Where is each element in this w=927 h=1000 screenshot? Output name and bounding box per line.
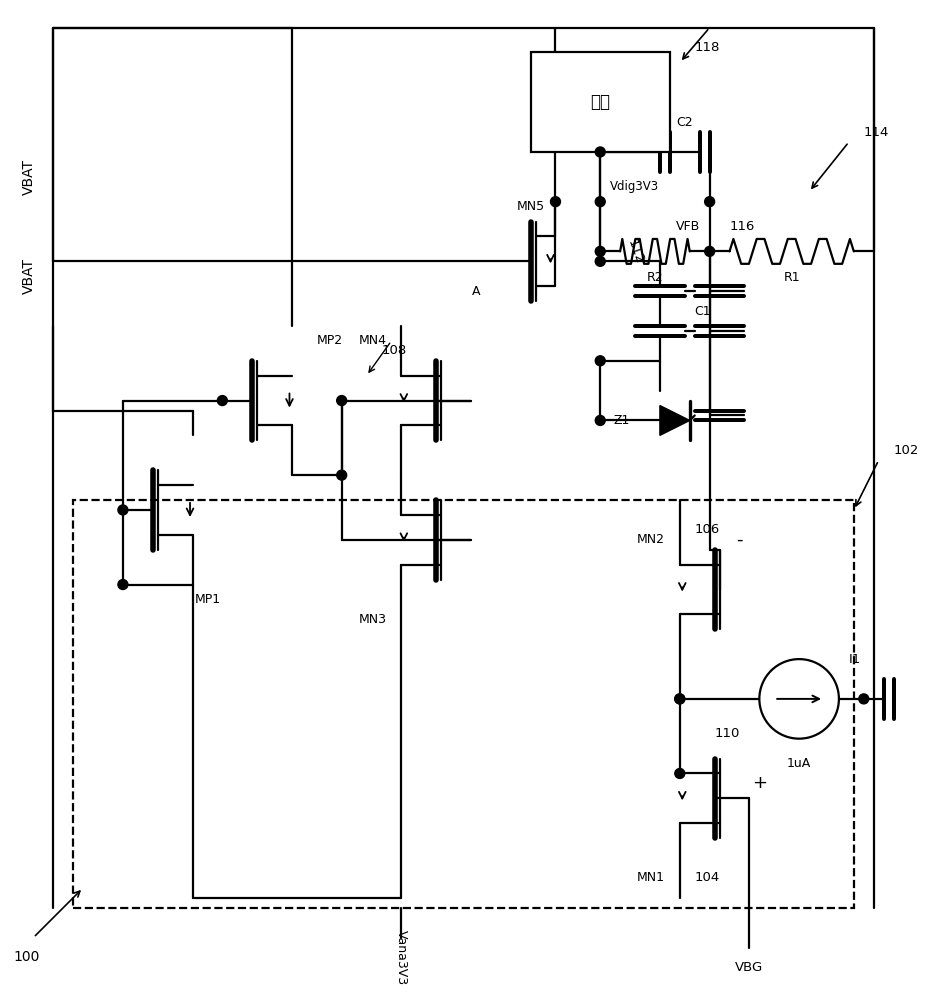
- Circle shape: [595, 356, 605, 366]
- Text: 104: 104: [694, 871, 720, 884]
- Circle shape: [675, 768, 685, 778]
- Text: MP1: MP1: [195, 593, 221, 606]
- Text: +: +: [752, 774, 767, 792]
- Circle shape: [595, 415, 605, 425]
- Text: MN3: MN3: [359, 613, 387, 626]
- Text: 116: 116: [730, 220, 755, 233]
- Circle shape: [595, 147, 605, 157]
- Text: 110: 110: [714, 727, 740, 740]
- Text: 118: 118: [694, 41, 720, 54]
- Text: MP2: MP2: [317, 334, 343, 347]
- Text: MN1: MN1: [637, 871, 665, 884]
- Circle shape: [337, 396, 347, 406]
- Text: 1uA: 1uA: [787, 757, 811, 770]
- Text: MN2: MN2: [637, 533, 665, 546]
- Text: C2: C2: [677, 116, 693, 129]
- Text: A: A: [472, 285, 480, 298]
- Bar: [530, 52, 670, 152]
- Text: R2: R2: [647, 271, 663, 284]
- Circle shape: [595, 256, 605, 266]
- Polygon shape: [660, 406, 690, 435]
- Text: I1: I1: [849, 653, 861, 666]
- Text: 100: 100: [14, 950, 40, 964]
- Text: VBAT: VBAT: [21, 159, 35, 195]
- Text: C1: C1: [694, 305, 711, 318]
- Text: MN5: MN5: [516, 200, 545, 213]
- Text: MN4: MN4: [359, 334, 387, 347]
- Text: 108: 108: [381, 344, 407, 357]
- Text: -: -: [736, 531, 743, 549]
- Circle shape: [551, 197, 561, 207]
- Text: 114: 114: [864, 126, 889, 139]
- Circle shape: [217, 396, 227, 406]
- Text: R1: R1: [783, 271, 800, 284]
- Text: VFB: VFB: [676, 220, 700, 233]
- Circle shape: [675, 694, 685, 704]
- Text: 112: 112: [625, 237, 646, 266]
- Circle shape: [705, 246, 715, 256]
- Text: 106: 106: [694, 523, 720, 536]
- Circle shape: [595, 246, 605, 256]
- Text: 102: 102: [894, 444, 919, 457]
- Text: Vdig3V3: Vdig3V3: [610, 180, 659, 193]
- Bar: [73, 500, 854, 908]
- Circle shape: [337, 470, 347, 480]
- Text: Vana3V3: Vana3V3: [395, 930, 408, 985]
- Circle shape: [595, 197, 605, 207]
- Circle shape: [118, 505, 128, 515]
- Text: VBG: VBG: [735, 961, 764, 974]
- Text: Z1: Z1: [614, 414, 630, 427]
- Circle shape: [705, 197, 715, 207]
- Text: VBAT: VBAT: [21, 258, 35, 294]
- Text: 负载: 负载: [590, 93, 610, 111]
- Circle shape: [118, 580, 128, 589]
- Circle shape: [675, 694, 685, 704]
- Circle shape: [858, 694, 869, 704]
